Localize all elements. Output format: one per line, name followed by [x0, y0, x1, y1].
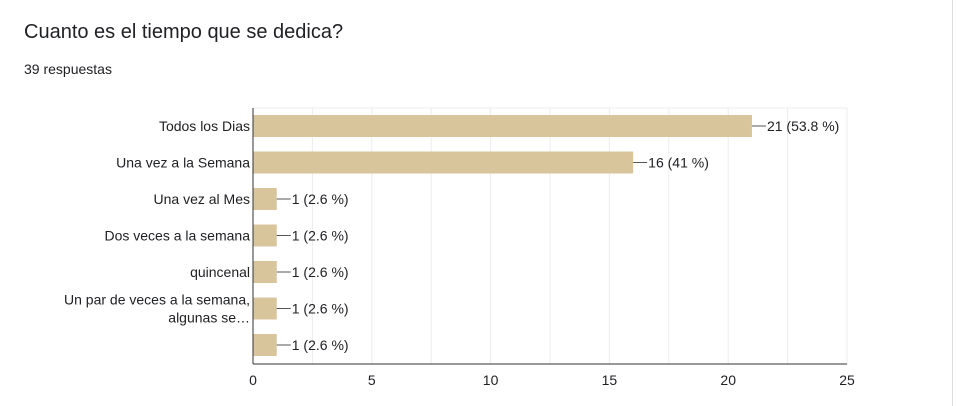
data-label: 21 (53.8 %): [767, 118, 839, 134]
grid-layer: [252, 107, 848, 364]
bar[interactable]: [253, 115, 752, 137]
bar[interactable]: [253, 297, 277, 320]
response-count: 39 respuestas: [24, 61, 112, 77]
category-label: Una vez al Mes: [154, 191, 250, 207]
bar[interactable]: [253, 334, 277, 356]
question-title: Cuanto es el tiempo que se dedica?: [24, 21, 344, 43]
category-label: Una vez a la Semana: [116, 155, 250, 171]
category-label: algunas se…: [168, 310, 250, 326]
data-label: 1 (2.6 %): [292, 228, 349, 244]
data-label: 16 (41 %): [648, 155, 709, 171]
bar-layer: [253, 115, 752, 356]
category-label: quincenal: [190, 264, 250, 280]
category-label: Dos veces a la semana: [104, 228, 250, 244]
x-tick-label: 5: [368, 372, 376, 388]
category-label: Todos los Dias: [159, 118, 250, 134]
axis-layer: 0 5 10 15 20 25: [249, 108, 855, 388]
bar[interactable]: [253, 261, 277, 283]
x-tick-label: 15: [602, 372, 618, 388]
x-tick-label: 0: [249, 372, 257, 388]
data-label: 1 (2.6 %): [292, 301, 349, 317]
x-tick-label: 25: [839, 372, 855, 388]
x-tick-label: 10: [483, 372, 499, 388]
category-label: Un par de veces a la semana,: [64, 292, 250, 308]
label-layer: 21 (53.8 %) Todos los Dias 16 (41 %) Una ve…: [64, 118, 839, 353]
data-label: 1 (2.6 %): [292, 191, 349, 207]
x-tick-label: 20: [720, 372, 736, 388]
data-label: 1 (2.6 %): [292, 264, 349, 280]
bar[interactable]: [253, 151, 634, 174]
bar[interactable]: [253, 224, 277, 247]
data-label: 1 (2.6 %): [292, 337, 349, 353]
bar[interactable]: [253, 188, 277, 210]
